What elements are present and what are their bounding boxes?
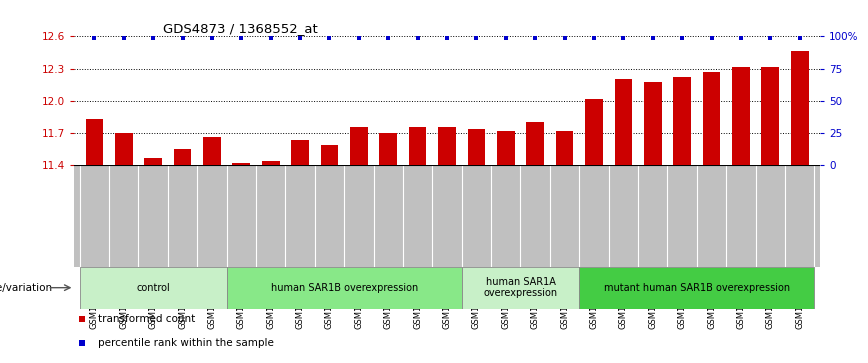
Bar [579,267,814,309]
Bar [761,68,779,165]
Bar [144,158,162,165]
Bar [292,140,309,165]
Text: genotype/variation: genotype/variation [0,283,52,293]
Bar [644,82,661,165]
Bar [174,149,191,165]
Bar [379,133,397,165]
Bar [320,145,339,165]
Text: control: control [136,283,170,293]
Text: mutant human SAR1B overexpression: mutant human SAR1B overexpression [604,283,790,293]
Text: human SAR1B overexpression: human SAR1B overexpression [271,283,418,293]
Bar [115,133,133,165]
Bar [791,51,808,165]
Bar [703,72,720,165]
Bar [497,131,515,165]
Bar [80,267,227,309]
Text: human SAR1A
overexpression: human SAR1A overexpression [483,277,557,298]
Bar [732,68,750,165]
Bar [468,129,485,165]
Bar [556,131,574,165]
Bar [86,119,103,165]
Bar [409,126,426,165]
Text: GDS4873 / 1368552_at: GDS4873 / 1368552_at [163,22,318,35]
Bar [350,126,368,165]
Bar [585,99,602,165]
Bar [203,137,220,165]
Bar [227,267,462,309]
Bar [462,267,579,309]
Bar [233,163,250,165]
Text: transformed count: transformed count [98,314,195,324]
Bar [526,122,544,165]
Bar [438,126,456,165]
Bar [615,79,632,165]
Text: percentile rank within the sample: percentile rank within the sample [98,338,274,348]
Bar [262,161,279,165]
Bar [674,77,691,165]
